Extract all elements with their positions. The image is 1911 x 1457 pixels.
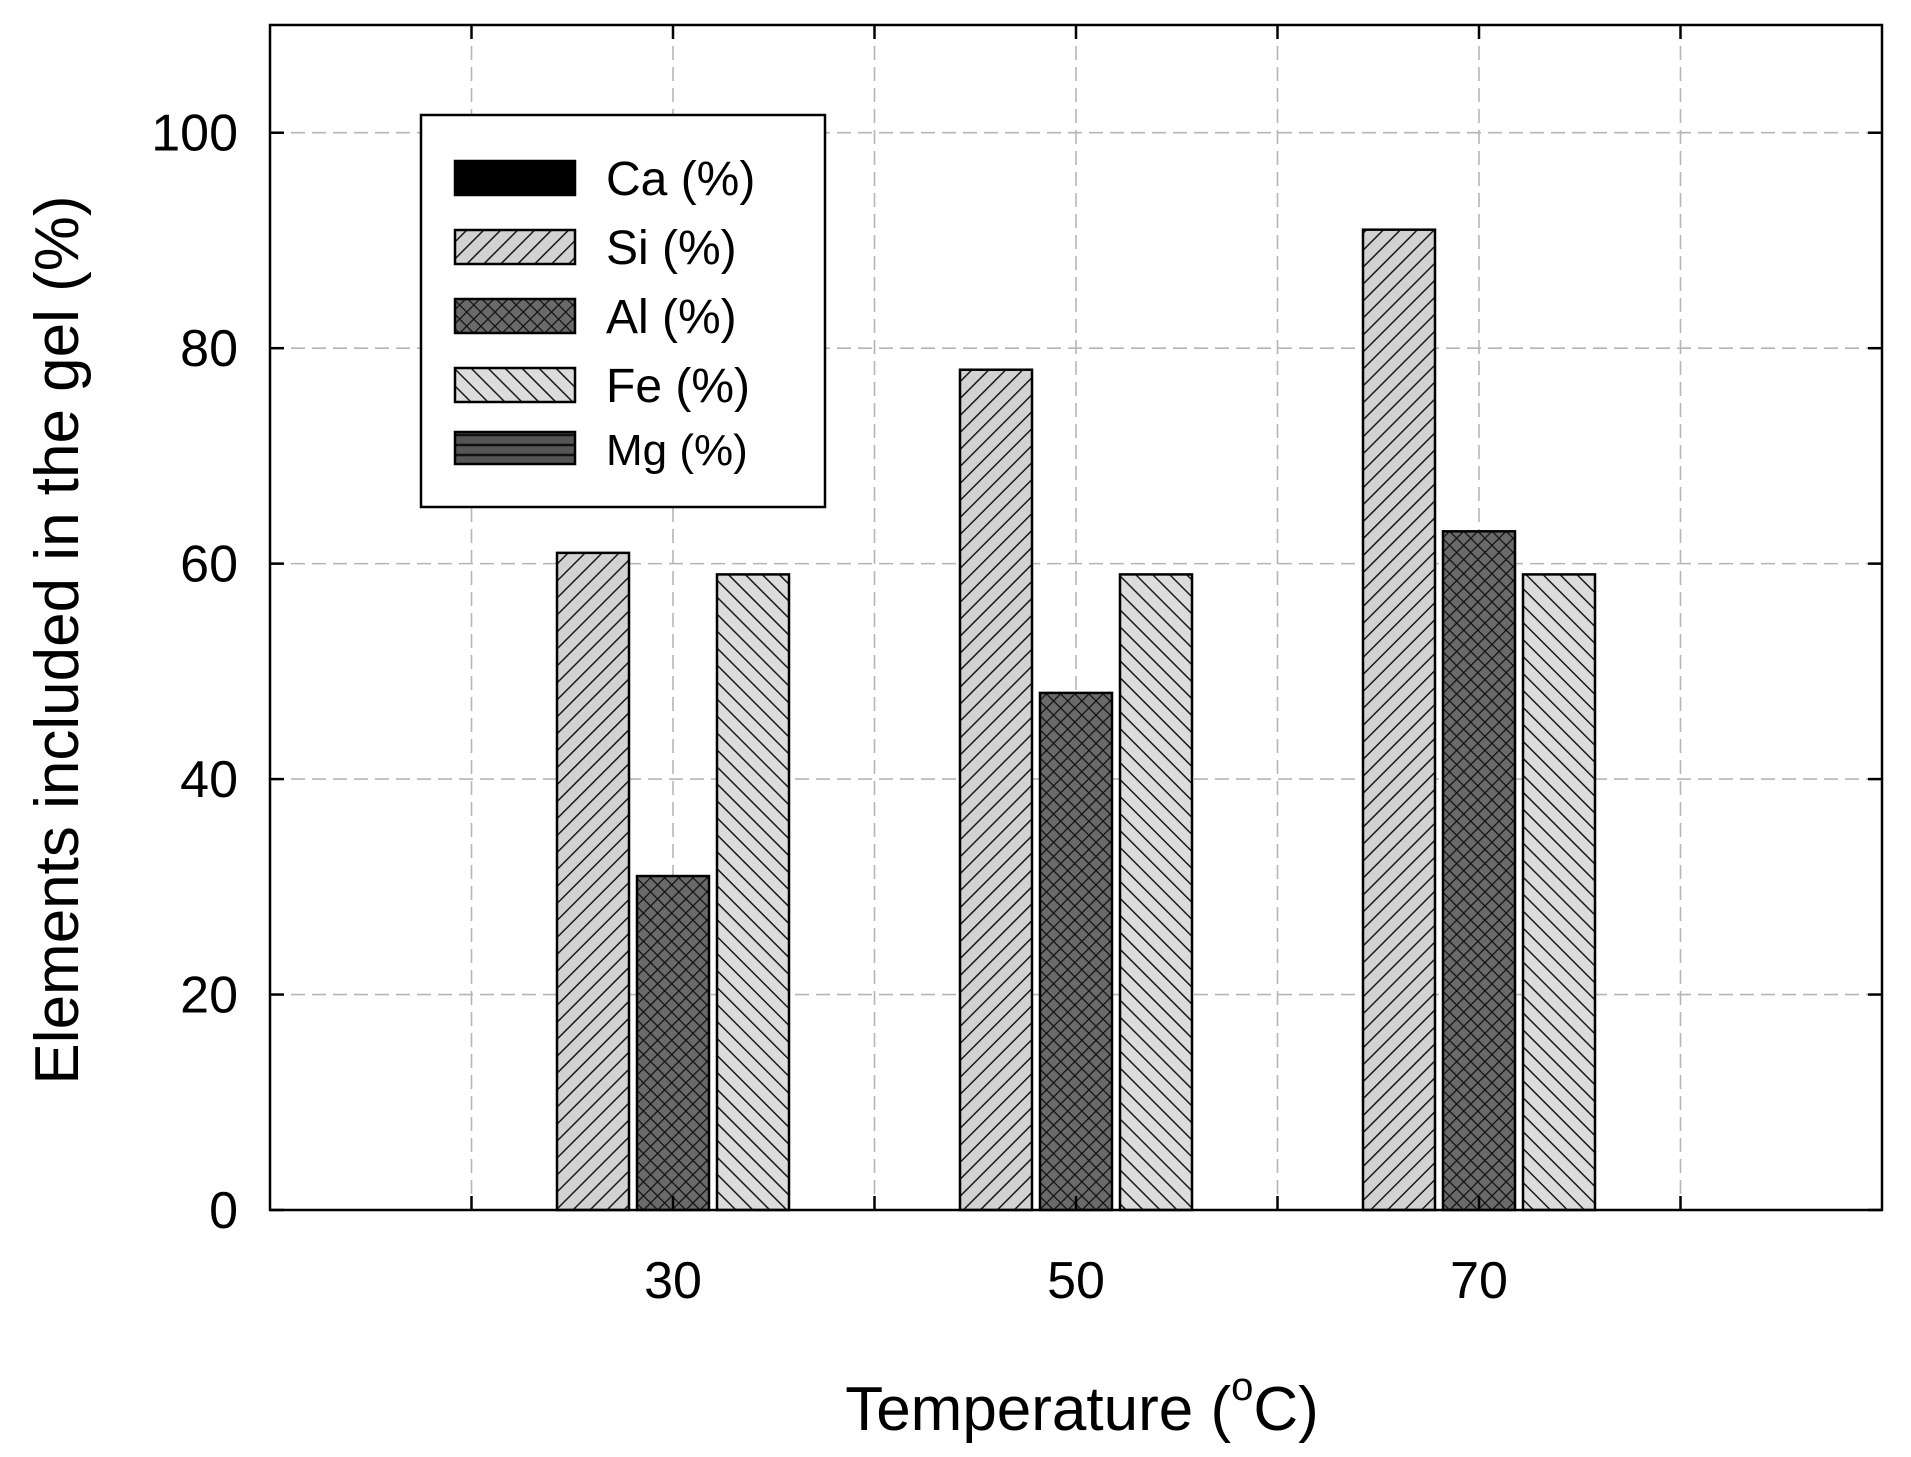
x-tick-label: 50 xyxy=(1047,1252,1105,1310)
bar-al-70 xyxy=(1441,530,1517,1212)
x-axis-label-unit: C) xyxy=(1253,1375,1318,1444)
bar-si-30 xyxy=(555,551,631,1212)
bar-fe-30 xyxy=(715,573,791,1212)
legend-label-al: Al (%) xyxy=(606,291,737,344)
bar-si-70 xyxy=(1361,228,1437,1212)
x-axis-label-degree: o xyxy=(1231,1365,1253,1409)
x-axis-label-main: Temperature ( xyxy=(845,1375,1231,1444)
legend-items: Ca (%) Si (%) Al (%) Fe (%) Mg (%) xyxy=(453,153,755,475)
legend-label-ca: Ca (%) xyxy=(606,153,755,206)
y-tick-label: 100 xyxy=(151,105,238,163)
x-tick-label: 30 xyxy=(644,1252,702,1310)
ticks-layer xyxy=(270,25,1882,1212)
legend-label-si: Si (%) xyxy=(606,222,737,275)
bar-si-50 xyxy=(958,368,1034,1212)
bar-al-30 xyxy=(635,874,711,1212)
bar-fe-70 xyxy=(1521,573,1597,1212)
y-tick-label: 80 xyxy=(180,320,238,378)
bar-al-50 xyxy=(1038,691,1114,1212)
bars-layer xyxy=(555,228,1597,1212)
legend-swatch-ca xyxy=(453,159,577,197)
y-tick-label: 20 xyxy=(180,967,238,1025)
y-tick-labels: 0 20 40 60 80 100 xyxy=(151,105,238,1240)
y-axis-label: Elements included in the gel (%) xyxy=(23,195,92,1084)
legend-swatch-al xyxy=(453,297,577,335)
legend-swatch-si xyxy=(453,228,577,266)
legend-swatch-mg xyxy=(453,430,577,466)
x-tick-label: 70 xyxy=(1450,1252,1508,1310)
legend-swatch-fe xyxy=(453,366,577,404)
legend: Ca (%) Si (%) Al (%) Fe (%) Mg (%) xyxy=(419,113,827,509)
y-tick-label: 60 xyxy=(180,536,238,594)
legend-label-mg: Mg (%) xyxy=(606,426,748,475)
legend-label-fe: Fe (%) xyxy=(606,360,750,413)
bar-fe-50 xyxy=(1118,573,1194,1212)
x-axis-label: Temperature (oC) xyxy=(845,1365,1319,1444)
y-tick-label: 40 xyxy=(180,751,238,809)
x-tick-labels: 30 50 70 xyxy=(644,1252,1508,1310)
y-tick-label: 0 xyxy=(209,1182,238,1240)
